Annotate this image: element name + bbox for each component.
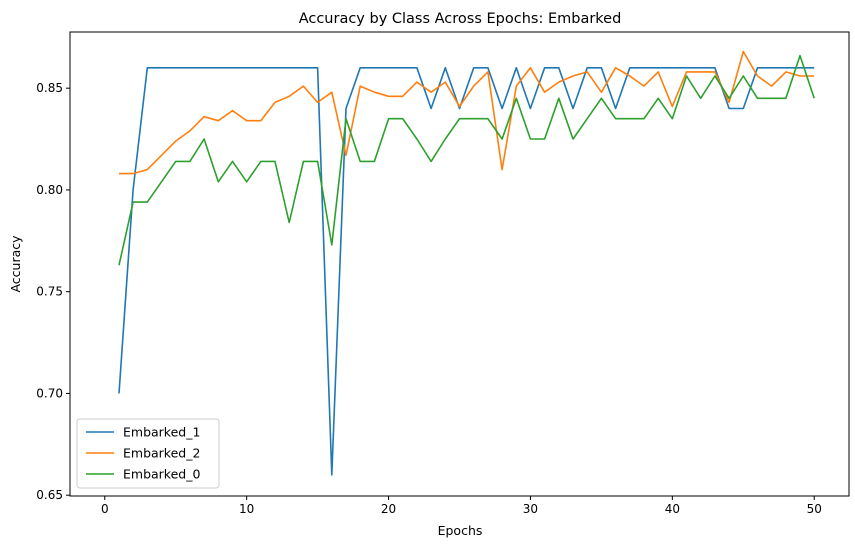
axes-frame <box>69 31 850 497</box>
x-tick-label: 50 <box>807 502 822 516</box>
chart-title: Accuracy by Class Across Epochs: Embarke… <box>299 11 622 27</box>
y-tick-label: 0.80 <box>36 183 63 197</box>
legend-box <box>76 418 220 489</box>
series-line-embarked-0 <box>118 54 815 266</box>
y-tick-label: 0.75 <box>36 285 63 299</box>
plot-area <box>118 50 815 476</box>
legend: Embarked_1 Embarked_2 Embarked_0 <box>76 418 220 489</box>
x-tick-label: 40 <box>665 502 680 516</box>
legend-label: Embarked_1 <box>123 425 200 440</box>
x-axis: 0 10 20 30 40 50 <box>101 496 822 516</box>
y-tick-label: 0.65 <box>36 488 63 502</box>
legend-label: Embarked_2 <box>123 446 200 461</box>
series-line-embarked-1 <box>118 67 815 476</box>
series-line-embarked-2 <box>119 50 815 175</box>
y-tick-label: 0.70 <box>36 386 63 400</box>
x-tick-label: 0 <box>101 502 109 516</box>
x-tick-label: 10 <box>239 502 254 516</box>
x-axis-title: Epochs <box>438 523 483 538</box>
x-tick-label: 30 <box>523 502 538 516</box>
x-tick-label: 20 <box>381 502 396 516</box>
y-tick-label: 0.85 <box>36 81 63 95</box>
y-axis-title: Accuracy <box>8 235 23 293</box>
y-axis: 0.65 0.70 0.75 0.80 0.85 <box>36 81 70 502</box>
legend-label: Embarked_0 <box>123 467 200 482</box>
